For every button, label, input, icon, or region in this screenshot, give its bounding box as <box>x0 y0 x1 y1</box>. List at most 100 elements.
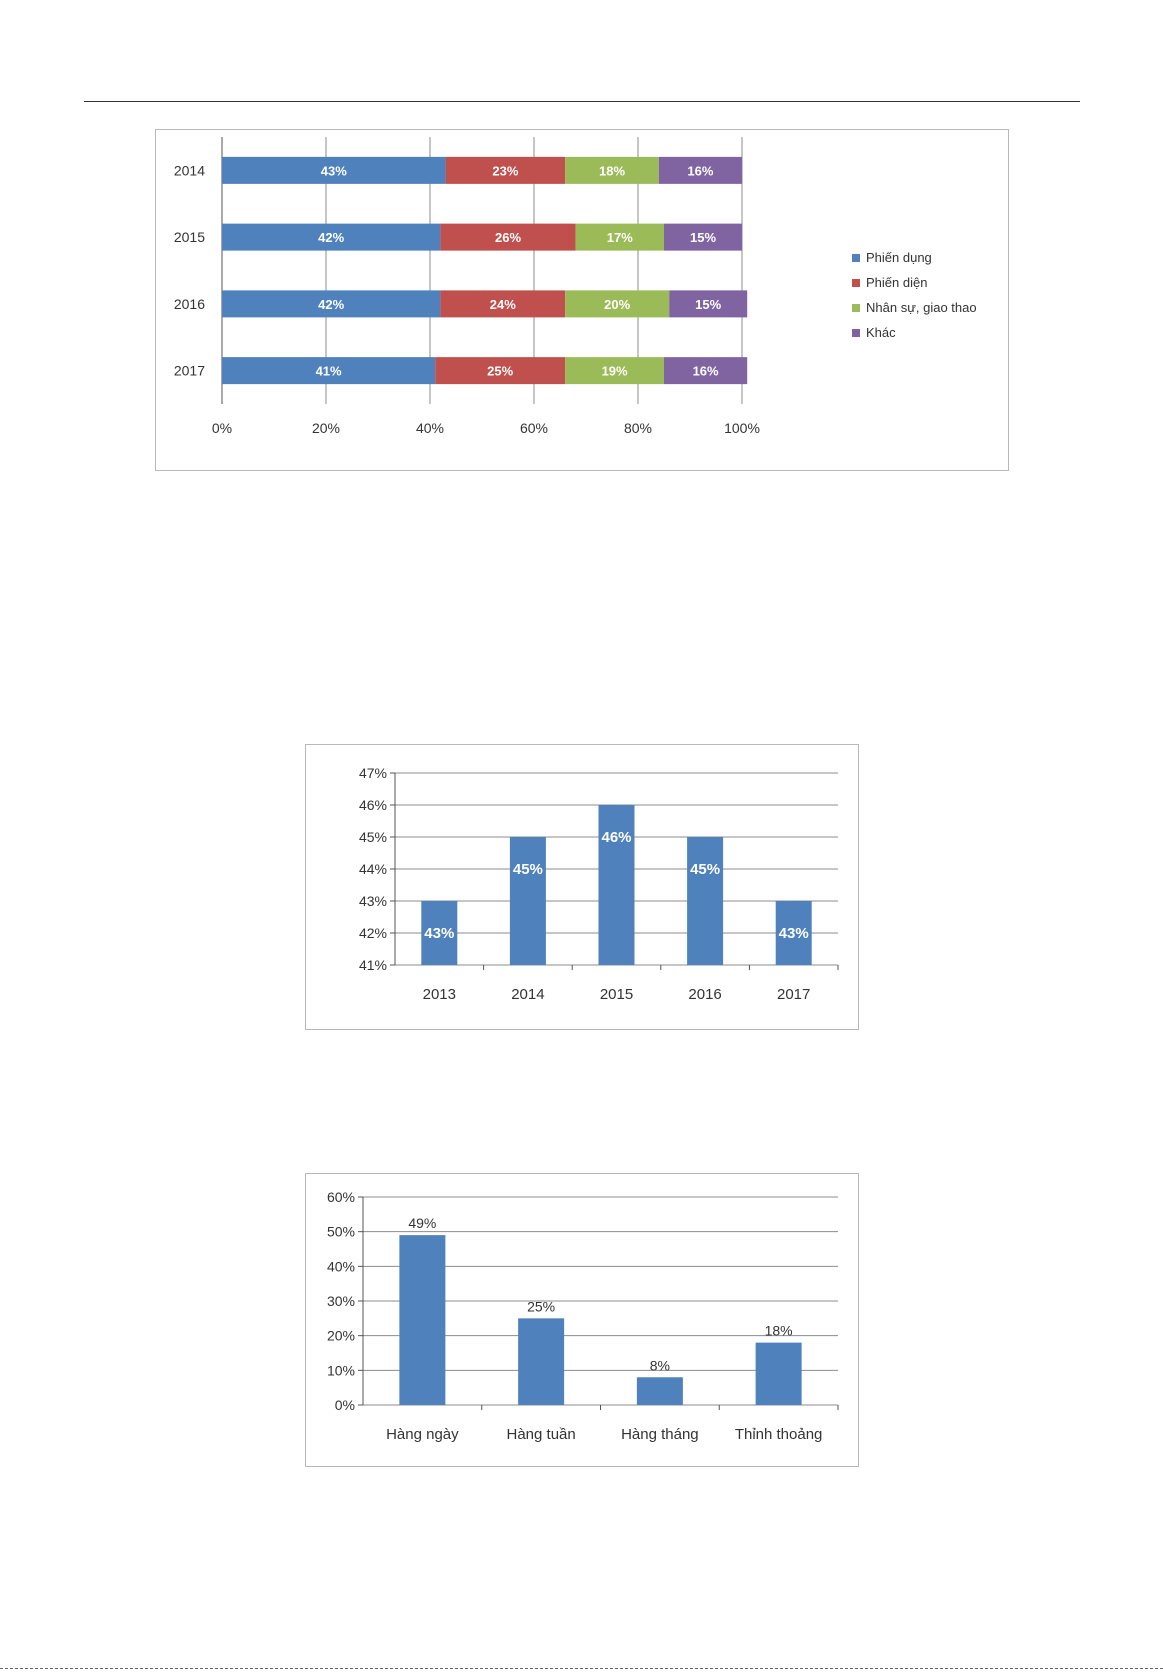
y-tick-label: 41% <box>359 957 387 973</box>
y-tick-label: 43% <box>359 893 387 909</box>
x-tick-label: 2015 <box>600 986 633 1003</box>
data-label: 45% <box>513 861 543 878</box>
chart-frame <box>305 1173 859 1467</box>
y-tick-label: 50% <box>327 1224 355 1240</box>
legend-swatch <box>852 279 860 287</box>
data-label: 18% <box>765 1323 793 1339</box>
footer-rule <box>0 1668 1163 1669</box>
bar-segment <box>440 290 566 318</box>
y-tick-label: 2017 <box>174 363 205 379</box>
data-label: 42% <box>318 297 344 312</box>
data-label: 43% <box>779 925 809 942</box>
bar-segment <box>440 223 576 251</box>
data-label: 24% <box>490 297 516 312</box>
data-label: 25% <box>487 364 513 379</box>
bar <box>518 1318 565 1405</box>
data-label: 16% <box>687 163 713 178</box>
data-label: 43% <box>321 163 347 178</box>
bar-segment <box>658 156 742 184</box>
data-label: 43% <box>424 925 454 942</box>
data-label: 26% <box>495 230 521 245</box>
data-label: 19% <box>602 364 628 379</box>
y-tick-label: 2016 <box>174 296 205 312</box>
data-label: 23% <box>492 163 518 178</box>
y-tick-label: 40% <box>327 1258 355 1274</box>
bar-segment <box>435 357 566 385</box>
chart-frame <box>305 744 859 1030</box>
bar-segment <box>565 357 664 385</box>
bar-segment <box>565 156 659 184</box>
frequency-bar-chart-svg: 0% 10% 20% 30% 40% 50% 60% 49% Hàng ngày 25% Hàng … <box>305 1173 859 1467</box>
x-tick-label: 2013 <box>423 986 456 1003</box>
data-label: 41% <box>316 364 342 379</box>
x-tick-label: 2016 <box>688 986 721 1003</box>
yearly-bar-chart-svg: 41% 42% 43% 44% 45% 46% 47% 43% 2013 45% 2014 46% 20… <box>305 744 859 1030</box>
data-label: 46% <box>601 829 631 846</box>
x-tick-label: 100% <box>724 420 760 436</box>
bar-segment <box>222 156 446 184</box>
bar <box>509 837 546 965</box>
bar <box>775 901 812 965</box>
x-tick-label: 0% <box>212 420 232 436</box>
data-label: 16% <box>693 364 719 379</box>
y-tick-label: 45% <box>359 829 387 845</box>
x-tick-label: Hàng tháng <box>621 1426 699 1443</box>
legend-swatch <box>852 254 860 262</box>
stacked-bar-chart-svg: 0% 20% 40% 60% 80% 100% 2014 43% 23% 18% 16% 2015 42… <box>155 129 1009 471</box>
x-tick-label: Hàng tuần <box>507 1426 576 1443</box>
legend-label: Nhân sự, giao thao <box>866 300 977 315</box>
header-rule <box>84 101 1080 102</box>
legend-label: Khác <box>866 325 896 340</box>
bar-segment <box>575 223 664 251</box>
bar <box>421 901 458 965</box>
y-tick-label: 0% <box>335 1397 355 1413</box>
y-tick-label: 30% <box>327 1293 355 1309</box>
data-label: 17% <box>607 230 633 245</box>
data-label: 49% <box>408 1215 436 1231</box>
bar-segment <box>565 290 670 318</box>
y-tick-label: 2015 <box>174 229 205 245</box>
bar-segment <box>664 357 748 385</box>
data-label: 18% <box>599 163 625 178</box>
y-tick-label: 42% <box>359 925 387 941</box>
data-label: 15% <box>695 297 721 312</box>
x-tick-label: 2017 <box>777 986 810 1003</box>
data-label: 25% <box>527 1298 555 1314</box>
bar-segment <box>222 357 436 385</box>
bar <box>399 1235 446 1405</box>
x-tick-label: 80% <box>624 420 652 436</box>
y-tick-label: 10% <box>327 1362 355 1378</box>
x-tick-label: Hàng ngày <box>386 1426 459 1443</box>
frequency-bar-chart: 0% 10% 20% 30% 40% 50% 60% 49% Hàng ngày 25% Hàng … <box>305 1173 859 1467</box>
bar <box>687 837 724 965</box>
legend-swatch <box>852 304 860 312</box>
bar <box>598 805 635 965</box>
x-tick-label: 2014 <box>511 986 544 1003</box>
bar-segment <box>664 223 742 251</box>
data-label: 45% <box>690 861 720 878</box>
data-label: 15% <box>690 230 716 245</box>
bar-segment <box>222 223 441 251</box>
bar <box>636 1377 683 1405</box>
yearly-bar-chart: 41% 42% 43% 44% 45% 46% 47% 43% 2013 45% 2014 46% 20… <box>305 744 859 1030</box>
bar <box>755 1342 802 1405</box>
stacked-bar-chart: 0% 20% 40% 60% 80% 100% 2014 43% 23% 18% 16% 2015 42… <box>155 129 1009 471</box>
legend-swatch <box>852 329 860 337</box>
bar-segment <box>222 290 441 318</box>
data-label: 42% <box>318 230 344 245</box>
y-tick-label: 46% <box>359 797 387 813</box>
legend-label: Phiến diện <box>866 275 927 290</box>
bar-segment <box>445 156 566 184</box>
data-label: 8% <box>650 1357 670 1373</box>
y-tick-label: 47% <box>359 765 387 781</box>
y-tick-label: 20% <box>327 1328 355 1344</box>
data-label: 20% <box>604 297 630 312</box>
x-tick-label: 40% <box>416 420 444 436</box>
y-tick-label: 44% <box>359 861 387 877</box>
bar-segment <box>669 290 748 318</box>
y-tick-label: 2014 <box>174 162 205 178</box>
x-tick-label: Thỉnh thoảng <box>735 1426 823 1443</box>
x-tick-label: 60% <box>520 420 548 436</box>
legend-label: Phiến dụng <box>866 250 932 265</box>
y-tick-label: 60% <box>327 1189 355 1205</box>
